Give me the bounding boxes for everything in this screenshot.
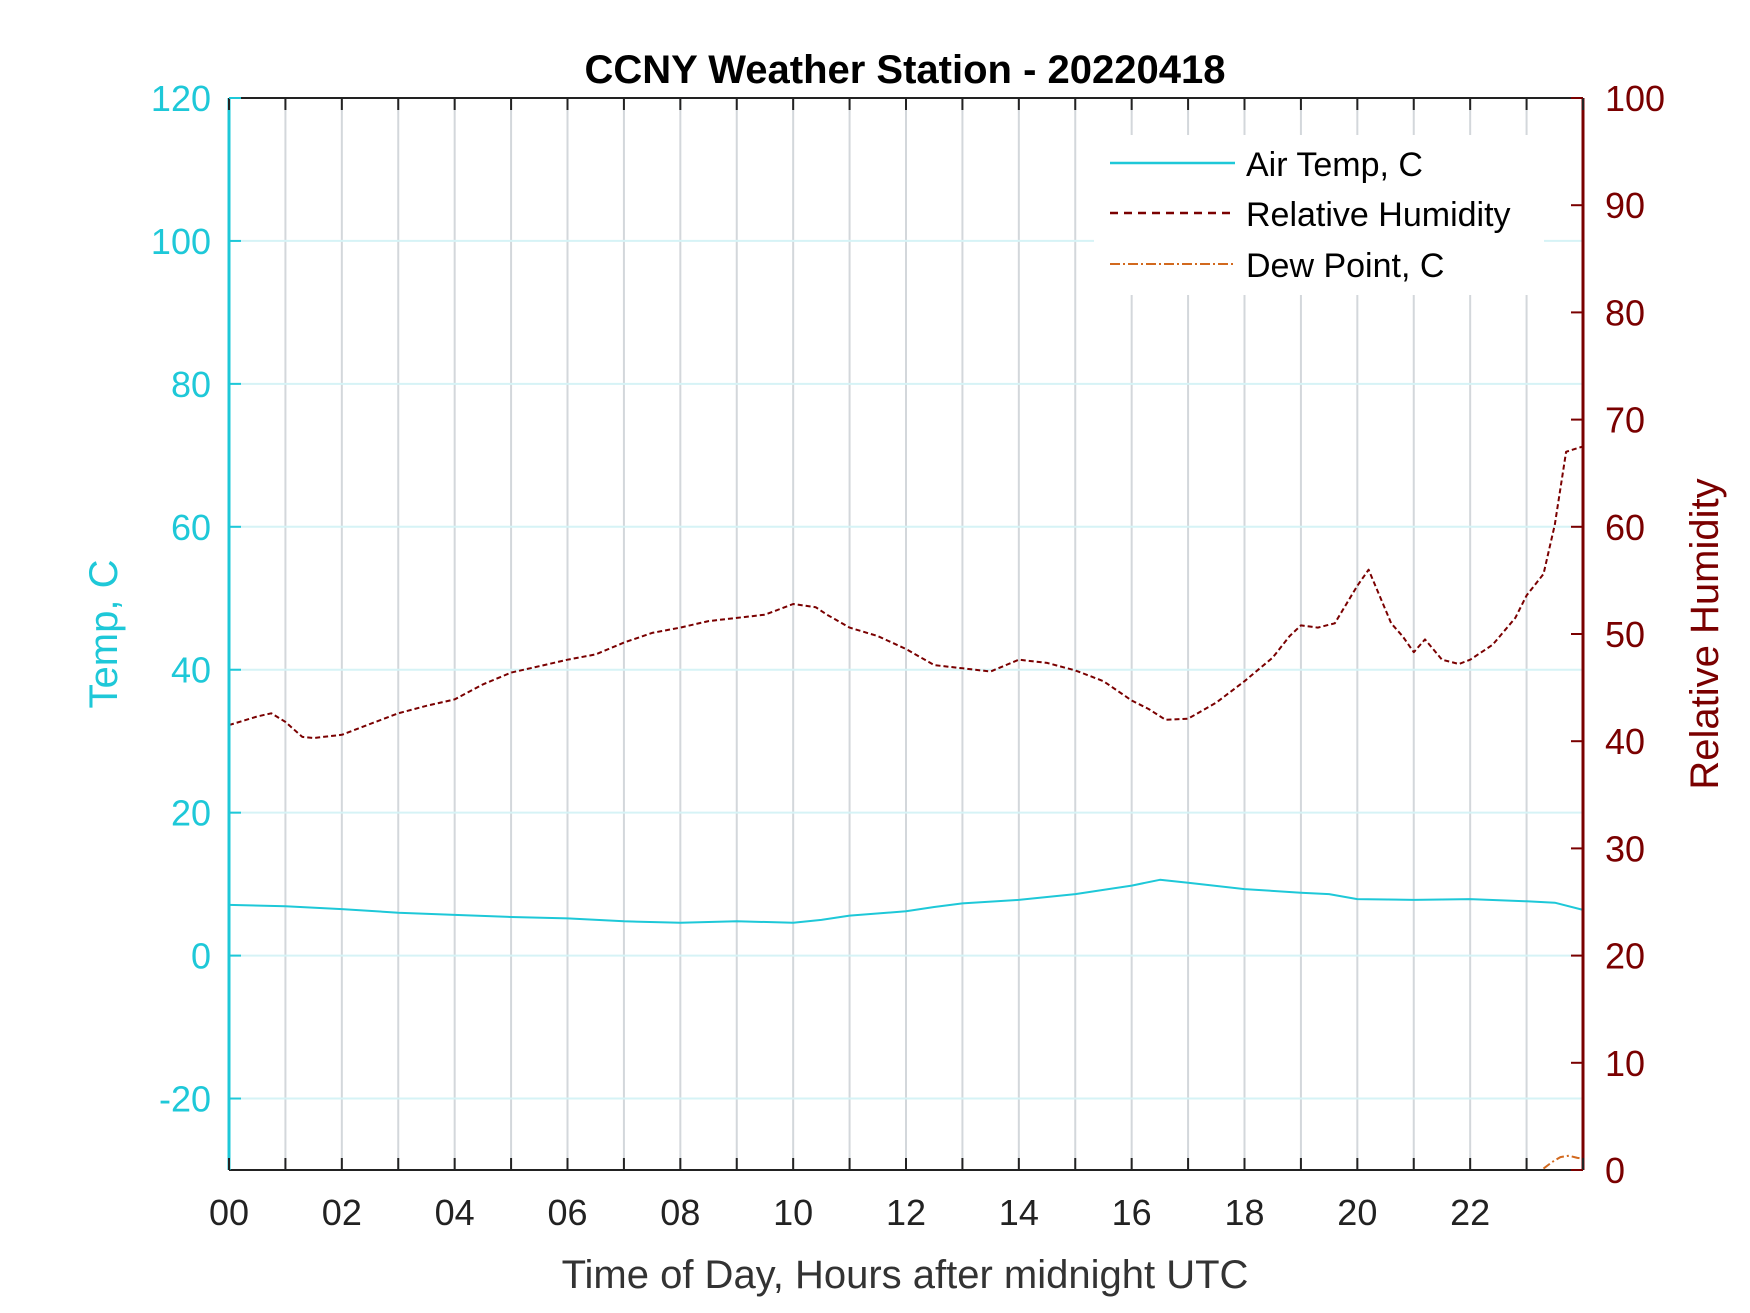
- series-relative-humidity-line: [228, 445, 1584, 739]
- x-tick-label: 00: [209, 1192, 249, 1233]
- x-tick-label: 12: [886, 1192, 926, 1233]
- x-tick-label: 14: [999, 1192, 1039, 1233]
- y-tick-label-right: 70: [1605, 400, 1645, 441]
- y-tick-label-right: 40: [1605, 721, 1645, 762]
- legend-label-air-temp: Air Temp, C: [1246, 146, 1423, 184]
- x-tick-label: 16: [1112, 1192, 1152, 1233]
- x-tick-label: 10: [773, 1192, 813, 1233]
- y-tick-label-left: -20: [159, 1079, 211, 1120]
- x-tick-label: 06: [547, 1192, 587, 1233]
- y-tick-label-right: 90: [1605, 185, 1645, 226]
- x-tick-label: 08: [660, 1192, 700, 1233]
- y-axis-label-left: Temp, C: [82, 560, 126, 709]
- y-tick-label-left: 60: [171, 507, 211, 548]
- y-tick-label-right: 10: [1605, 1043, 1645, 1084]
- x-tick-label: 20: [1337, 1192, 1377, 1233]
- legend-label-dew-point: Dew Point, C: [1246, 247, 1444, 285]
- series-air-temp-line: [228, 878, 1584, 924]
- x-axis-label: Time of Day, Hours after midnight UTC: [562, 1253, 1249, 1297]
- grid-lines: [229, 98, 1583, 1170]
- x-tick-label: 02: [322, 1192, 362, 1233]
- series-lines: [228, 445, 1584, 1170]
- series-dew-point-line: [1542, 1154, 1584, 1170]
- y-tick-label-left: 120: [151, 78, 211, 119]
- x-tick-label: 18: [1224, 1192, 1264, 1233]
- chart-title: CCNY Weather Station - 20220418: [585, 48, 1226, 92]
- y-tick-label-right: 100: [1605, 78, 1665, 119]
- y-tick-label-left: 20: [171, 793, 211, 834]
- y-tick-label-right: 20: [1605, 936, 1645, 977]
- y-tick-label-right: 30: [1605, 828, 1645, 869]
- chart-labels: CCNY Weather Station - 20220418 Time of …: [82, 48, 1727, 1297]
- y-tick-label-left: 80: [171, 364, 211, 405]
- y-axis-label-right: Relative Humidity: [1683, 478, 1727, 789]
- y-tick-label-right: 50: [1605, 614, 1645, 655]
- legend-label-relative-humidity: Relative Humidity: [1246, 196, 1511, 234]
- legend: Air Temp, C Relative Humidity Dew Point,…: [1094, 135, 1544, 295]
- axes: 00 02 04 06 08 10 12 14 16 18 20 22-200204060801001…: [151, 78, 1665, 1233]
- x-tick-label: 04: [435, 1192, 475, 1233]
- legend-box: [1094, 135, 1544, 295]
- y-tick-label-left: 40: [171, 650, 211, 691]
- y-tick-label-left: 0: [191, 936, 211, 977]
- y-tick-label-right: 0: [1605, 1150, 1625, 1191]
- x-tick-label: 22: [1450, 1192, 1490, 1233]
- y-tick-label-right: 80: [1605, 292, 1645, 333]
- y-tick-label-right: 60: [1605, 507, 1645, 548]
- y-tick-label-left: 100: [151, 221, 211, 262]
